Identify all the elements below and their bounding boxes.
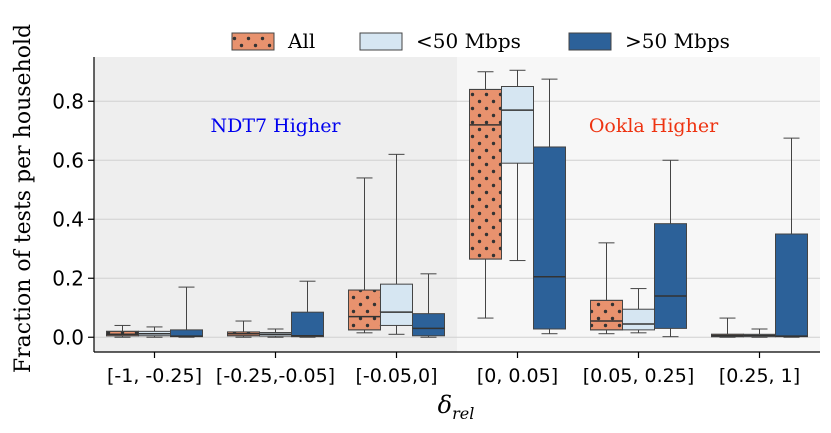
x-tick-label-1: [-0.25,-0.05] (216, 365, 335, 387)
y-tick-label-3: 0.6 (52, 148, 84, 172)
x-axis-label: δrel (438, 391, 475, 423)
box-2-0 (170, 286, 203, 338)
box-hatch (469, 88, 502, 260)
x-axis-label-main: δ (438, 391, 452, 419)
box-body (775, 233, 808, 338)
region-label-1: Ookla Higher (589, 115, 719, 137)
legend-hatch-0 (231, 32, 275, 51)
box-body (654, 223, 687, 329)
legend-item-0: All (231, 29, 315, 53)
box-1-3 (501, 69, 534, 262)
region-label-0: NDT7 Higher (210, 115, 341, 137)
x-axis-label-sub: rel (452, 404, 474, 423)
y-tick-label-4: 0.8 (52, 89, 84, 113)
box-0-3 (469, 71, 502, 319)
x-tick-label-5: [0.25, 1] (719, 365, 800, 387)
y-tick-label-2: 0.4 (52, 207, 84, 231)
box-0-1 (227, 320, 260, 338)
legend-swatch-2 (568, 32, 612, 51)
box-1-2 (380, 153, 413, 335)
legend-item-1: <50 Mbps (359, 29, 521, 53)
box-2-3 (533, 78, 566, 335)
box-2-2 (412, 273, 445, 338)
box-body (533, 146, 566, 330)
box-body (380, 283, 413, 326)
box-body (501, 86, 534, 164)
legend-label-0: All (287, 29, 315, 53)
box-0-5 (711, 317, 744, 338)
x-tick-label-0: [-1, -0.25] (107, 365, 202, 387)
y-tick-label-1: 0.2 (52, 266, 84, 290)
box-body (622, 308, 655, 331)
box-2-4 (654, 159, 687, 338)
box-hatch (348, 289, 381, 331)
legend-label-2: >50 Mbps (625, 29, 730, 53)
box-1-5 (743, 328, 776, 338)
x-tick-label-2: [-0.05,0] (355, 365, 437, 387)
x-tick-label-3: [0, 0.05] (477, 365, 558, 387)
box-body (412, 313, 445, 337)
box-2-1 (291, 280, 324, 338)
box-2-5 (775, 137, 808, 338)
x-tick-label-4: [0.05, 0.25] (583, 365, 695, 387)
box-0-2 (348, 177, 381, 334)
legend-item-2: >50 Mbps (568, 29, 730, 53)
box-hatch (590, 299, 623, 331)
legend-swatch-1 (359, 32, 403, 51)
box-0-4 (590, 242, 623, 335)
y-axis-label: Fraction of tests per household (11, 24, 36, 373)
box-1-1 (259, 328, 292, 338)
legend-label-1: <50 Mbps (416, 29, 521, 53)
y-tick-label-0: 0.0 (52, 325, 84, 349)
box-body (291, 311, 324, 338)
